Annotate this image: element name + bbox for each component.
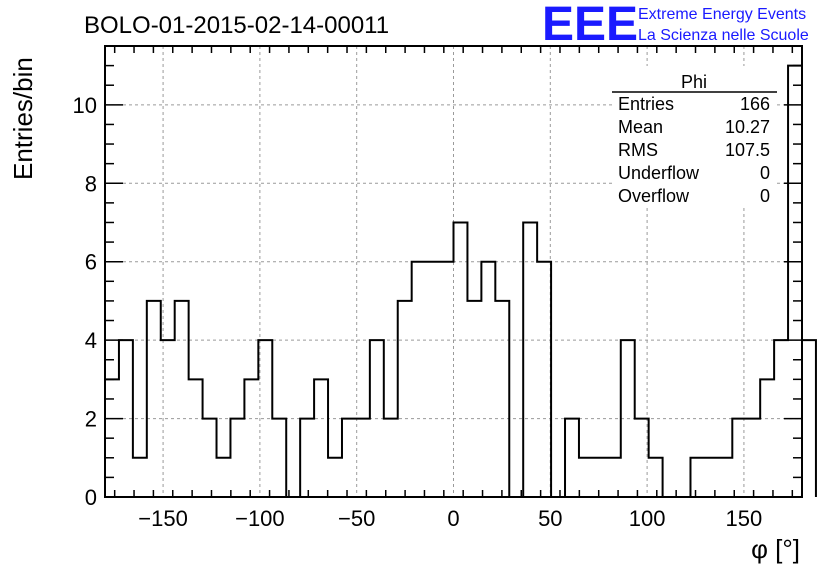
y-tick-label: 10 <box>73 93 97 118</box>
x-tick-label: −50 <box>338 506 375 531</box>
histogram-line <box>104 64 817 498</box>
x-tick-label: 150 <box>726 506 763 531</box>
stats-row-value: 0 <box>760 186 770 206</box>
stats-row-value: 107.5 <box>725 140 770 160</box>
stats-row-label: Overflow <box>618 186 690 206</box>
stats-row-value: 0 <box>760 163 770 183</box>
y-axis-label: Entries/bin <box>8 57 38 180</box>
x-axis-label: φ [°] <box>751 534 800 564</box>
x-tick-labels: −150 −100 −50 0 50 100 150 <box>138 506 762 531</box>
x-tick-label: 0 <box>447 506 459 531</box>
axis-ticks <box>105 46 802 498</box>
stats-row-value: 10.27 <box>725 117 770 137</box>
y-tick-label: 8 <box>85 171 97 196</box>
stats-title: Phi <box>681 72 707 92</box>
y-tick-label: 6 <box>85 250 97 275</box>
brand-line-1: Extreme Energy Events <box>638 6 806 23</box>
logo-text: EEE <box>542 0 638 51</box>
brand-logo: EEE Extreme Energy Events La Scienza nel… <box>542 0 809 51</box>
x-tick-label: −150 <box>138 506 188 531</box>
y-tick-label: 0 <box>85 485 97 510</box>
y-tick-label: 2 <box>85 407 97 432</box>
plot-frame <box>104 45 803 498</box>
stats-row-label: RMS <box>618 140 658 160</box>
stats-box-background <box>612 66 777 206</box>
brand-line-2: La Scienza nelle Scuole <box>638 27 809 44</box>
x-tick-label: 100 <box>629 506 666 531</box>
x-tick-label: 50 <box>538 506 562 531</box>
y-tick-label: 4 <box>85 328 97 353</box>
stats-row-label: Mean <box>618 117 663 137</box>
stats-row-label: Entries <box>618 94 674 114</box>
stats-rows: Entries 166 Mean 10.27 RMS 107.5 Underflow 0 Ove… <box>618 94 770 206</box>
stats-row-value: 166 <box>740 94 770 114</box>
chart-title: BOLO-01-2015-02-14-00011 <box>84 12 389 39</box>
stats-row-label: Underflow <box>618 163 700 183</box>
y-tick-labels: 0 2 4 6 8 10 <box>73 93 97 510</box>
stats-box: Phi Entries 166 Mean 10.27 RMS 107.5 Underflow… <box>612 66 777 206</box>
x-tick-label: −100 <box>235 506 285 531</box>
